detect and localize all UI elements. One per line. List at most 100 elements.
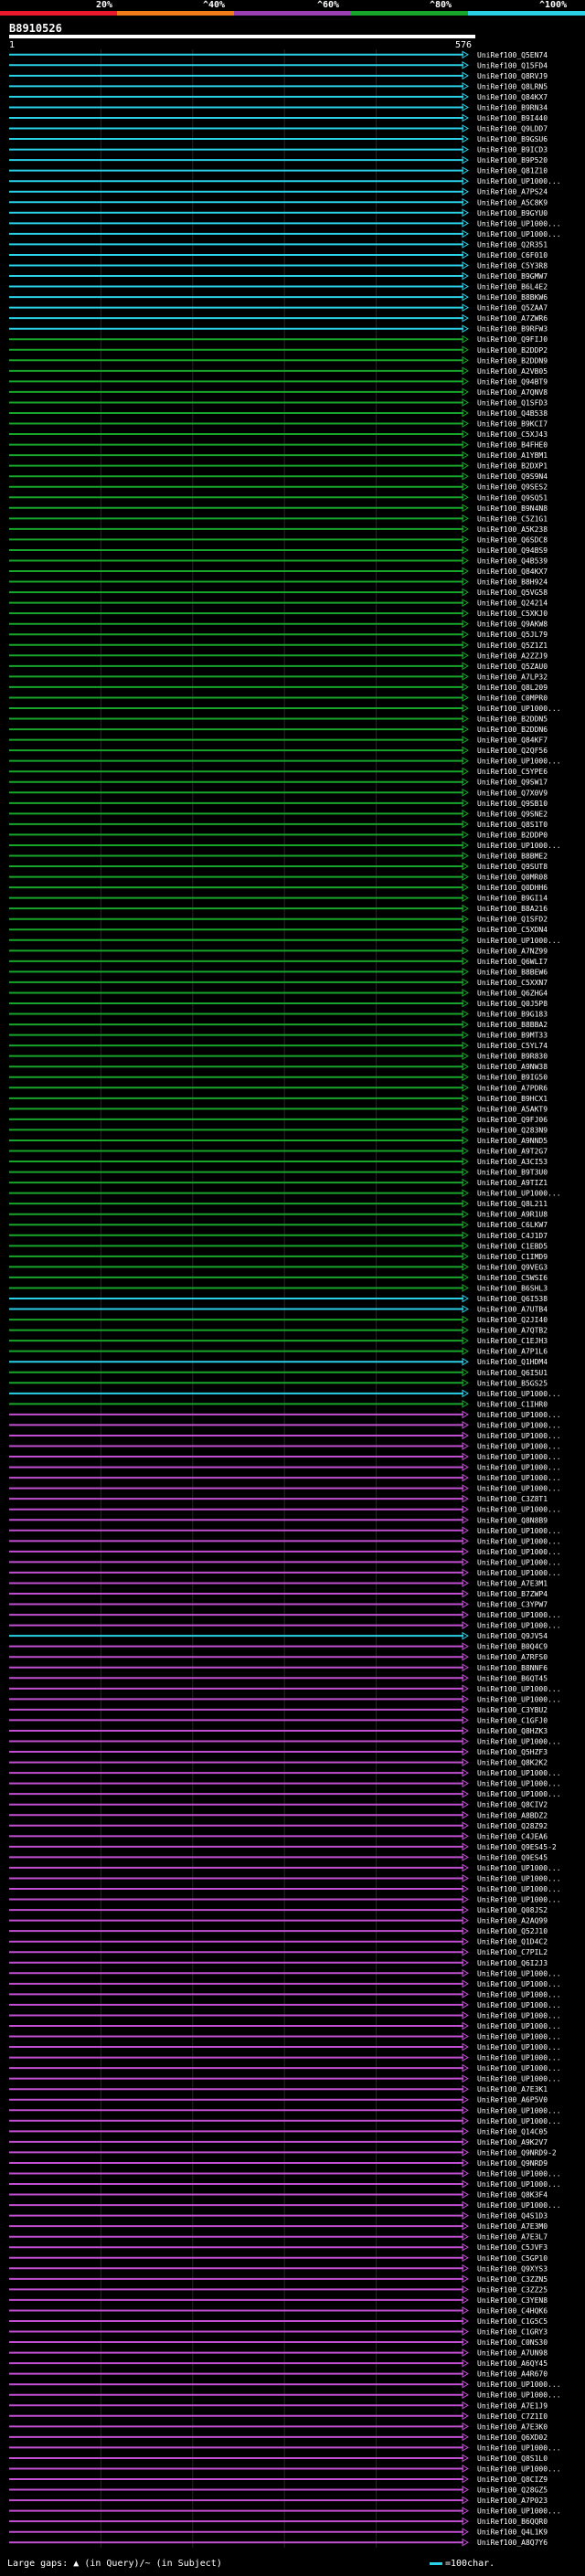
hit-id-label[interactable]: UniRef100_C6F010 (477, 251, 548, 260)
hit-id-label[interactable]: UniRef100_UP1000... (477, 2054, 561, 2062)
hit-id-label[interactable]: UniRef100_B2DDP2 (477, 346, 548, 355)
hit-id-label[interactable]: UniRef100_Q0MR08 (477, 874, 548, 882)
hit-id-label[interactable]: UniRef100_Q6WLI7 (477, 958, 548, 966)
hit-id-label[interactable]: UniRef100_UP1000... (477, 1548, 561, 1556)
hit-id-label[interactable]: UniRef100_UP1000... (477, 1896, 561, 1904)
hit-id-label[interactable]: UniRef100_C6LKW7 (477, 1221, 548, 1229)
hit-id-label[interactable]: UniRef100_C7PIL2 (477, 1948, 548, 1956)
hit-id-label[interactable]: UniRef100_Q9ES45 (477, 1853, 548, 1861)
hit-id-label[interactable]: UniRef100_Q84KX7 (477, 567, 548, 576)
hit-id-label[interactable]: UniRef100_B6QQR0 (477, 2518, 548, 2526)
hit-id-label[interactable]: UniRef100_Q6I5U1 (477, 1369, 548, 1377)
hit-id-label[interactable]: UniRef100_B9N4N8 (477, 504, 548, 513)
hit-id-label[interactable]: UniRef100_A7E3L7 (477, 2233, 548, 2242)
hit-id-label[interactable]: UniRef100_Q8L211 (477, 1200, 548, 1208)
hit-id-label[interactable]: UniRef100_A9NND5 (477, 1137, 548, 1145)
hit-id-label[interactable]: UniRef100_A7ZWR6 (477, 314, 548, 323)
hit-id-label[interactable]: UniRef100_Q6ZHG4 (477, 989, 548, 997)
hit-id-label[interactable]: UniRef100_A8Q7Y6 (477, 2539, 548, 2547)
hit-id-label[interactable]: UniRef100_UP1000... (477, 2465, 561, 2473)
hit-id-label[interactable]: UniRef100_B9P520 (477, 156, 548, 164)
hit-id-label[interactable]: UniRef100_Q4L1K9 (477, 2528, 548, 2537)
hit-id-label[interactable]: UniRef100_B2DDP0 (477, 831, 548, 839)
hit-id-label[interactable]: UniRef100_A7P1L6 (477, 1348, 548, 1356)
hit-id-label[interactable]: UniRef100_UP1000... (477, 842, 561, 850)
hit-id-label[interactable]: UniRef100_B9KCI7 (477, 420, 548, 429)
hit-id-label[interactable]: UniRef100_Q8S1T0 (477, 821, 548, 829)
hit-id-label[interactable]: UniRef100_B9RN34 (477, 103, 548, 111)
hit-id-label[interactable]: UniRef100_Q2JI40 (477, 1316, 548, 1324)
hit-id-label[interactable]: UniRef100_C1IMD9 (477, 1253, 548, 1261)
hit-id-label[interactable]: UniRef100_Q9XYS3 (477, 2264, 548, 2273)
hit-id-label[interactable]: UniRef100_B2DDN9 (477, 356, 548, 365)
hit-id-label[interactable]: UniRef100_UP1000... (477, 1885, 561, 1893)
hit-id-label[interactable]: UniRef100_UP1000... (477, 1474, 561, 1482)
hit-id-label[interactable]: UniRef100_Q5ZAA7 (477, 304, 548, 313)
hit-id-label[interactable]: UniRef100_A7E3K1 (477, 2085, 548, 2094)
hit-id-label[interactable]: UniRef100_B8BME2 (477, 852, 548, 860)
hit-id-label[interactable]: UniRef100_UP1000... (477, 2001, 561, 2009)
hit-id-label[interactable]: UniRef100_UP1000... (477, 1695, 561, 1703)
hit-id-label[interactable]: UniRef100_C1GFJ0 (477, 1716, 548, 1724)
hit-id-label[interactable]: UniRef100_C5XJ43 (477, 430, 548, 439)
hit-id-label[interactable]: UniRef100_B6L4E2 (477, 283, 548, 292)
hit-id-label[interactable]: UniRef100_A9R1U8 (477, 1211, 548, 1219)
hit-id-label[interactable]: UniRef100_Q94BT9 (477, 377, 548, 386)
hit-id-label[interactable]: UniRef100_B2DDN5 (477, 716, 548, 724)
hit-id-label[interactable]: UniRef100_Q283N9 (477, 1126, 548, 1134)
hit-id-label[interactable]: UniRef100_B0Q4C9 (477, 1643, 548, 1651)
hit-id-label[interactable]: UniRef100_Q1SFD3 (477, 398, 548, 407)
hit-id-label[interactable]: UniRef100_A7NZ99 (477, 947, 548, 955)
hit-id-label[interactable]: UniRef100_UP1000... (477, 2391, 561, 2400)
hit-id-label[interactable]: UniRef100_A9TIZ1 (477, 1179, 548, 1187)
hit-id-label[interactable]: UniRef100_Q9ES45-2 (477, 1843, 557, 1851)
hit-id-label[interactable]: UniRef100_A5AKT9 (477, 1105, 548, 1113)
hit-id-label[interactable]: UniRef100_C1G5C5 (477, 2317, 548, 2326)
hit-id-label[interactable]: UniRef100_UP1000... (477, 937, 561, 945)
hit-id-label[interactable]: UniRef100_UP1000... (477, 1622, 561, 1630)
hit-id-label[interactable]: UniRef100_C3YEN8 (477, 2296, 548, 2305)
hit-id-label[interactable]: UniRef100_UP1000... (477, 2043, 561, 2051)
hit-id-label[interactable]: UniRef100_C1GRY3 (477, 2328, 548, 2337)
hit-id-label[interactable]: UniRef100_UP1000... (477, 1527, 561, 1535)
hit-id-label[interactable]: UniRef100_Q9AKW8 (477, 620, 548, 629)
hit-id-label[interactable]: UniRef100_A5C8K9 (477, 198, 548, 207)
hit-id-label[interactable]: UniRef100_Q9SNE2 (477, 810, 548, 818)
hit-id-label[interactable]: UniRef100_UP1000... (477, 758, 561, 766)
hit-id-label[interactable]: UniRef100_UP1000... (477, 2180, 561, 2189)
hit-id-label[interactable]: UniRef100_C4HQK6 (477, 2306, 548, 2315)
hit-id-label[interactable]: UniRef100_UP1000... (477, 1685, 561, 1693)
hit-id-label[interactable]: UniRef100_UP1000... (477, 230, 561, 239)
hit-id-label[interactable]: UniRef100_Q9FJ06 (477, 1116, 548, 1124)
hit-id-label[interactable]: UniRef100_C5XKJ0 (477, 610, 548, 618)
hit-id-label[interactable]: UniRef100_Q6I2J3 (477, 1959, 548, 1967)
hit-id-label[interactable]: UniRef100_UP1000... (477, 1453, 561, 1461)
hit-id-label[interactable]: UniRef100_C0NS30 (477, 2338, 548, 2347)
hit-id-label[interactable]: UniRef100_UP1000... (477, 705, 561, 713)
hit-id-label[interactable]: UniRef100_C3ZZN5 (477, 2275, 548, 2284)
hit-id-label[interactable]: UniRef100_B9ICD3 (477, 146, 548, 154)
hit-id-label[interactable]: UniRef100_Q1D4C2 (477, 1938, 548, 1946)
hit-id-label[interactable]: UniRef100_B9IG50 (477, 1074, 548, 1082)
hit-id-label[interactable]: UniRef100_C1EJH3 (477, 1337, 548, 1345)
hit-id-label[interactable]: UniRef100_UP1000... (477, 2201, 561, 2210)
hit-id-label[interactable]: UniRef100_Q5ZAU0 (477, 663, 548, 671)
hit-id-label[interactable]: UniRef100_B9RFW3 (477, 325, 548, 334)
hit-id-label[interactable]: UniRef100_Q28Z92 (477, 1822, 548, 1830)
hit-id-label[interactable]: UniRef100_A7QNV8 (477, 388, 548, 397)
hit-id-label[interactable]: UniRef100_UP1000... (477, 2117, 561, 2125)
hit-id-label[interactable]: UniRef100_A1YBM1 (477, 451, 548, 460)
hit-id-label[interactable]: UniRef100_UP1000... (477, 1558, 561, 1566)
hit-id-label[interactable]: UniRef100_UP1000... (477, 2022, 561, 2030)
hit-id-label[interactable]: UniRef100_B9G183 (477, 1011, 548, 1019)
hit-id-label[interactable]: UniRef100_A7UTB4 (477, 1306, 548, 1314)
hit-id-label[interactable]: UniRef100_Q4B538 (477, 409, 548, 418)
hit-id-label[interactable]: UniRef100_B8H924 (477, 578, 548, 587)
hit-id-label[interactable]: UniRef100_A2ZZJ9 (477, 652, 548, 660)
hit-id-label[interactable]: UniRef100_A7PDR6 (477, 1084, 548, 1092)
hit-id-label[interactable]: UniRef100_Q0DHH6 (477, 884, 548, 892)
hit-id-label[interactable]: UniRef100_A7LP32 (477, 673, 548, 681)
hit-id-label[interactable]: UniRef100_Q1HDM4 (477, 1358, 548, 1366)
hit-id-label[interactable]: UniRef100_UP1000... (477, 2075, 561, 2083)
hit-id-label[interactable]: UniRef100_Q9SUT8 (477, 863, 548, 871)
